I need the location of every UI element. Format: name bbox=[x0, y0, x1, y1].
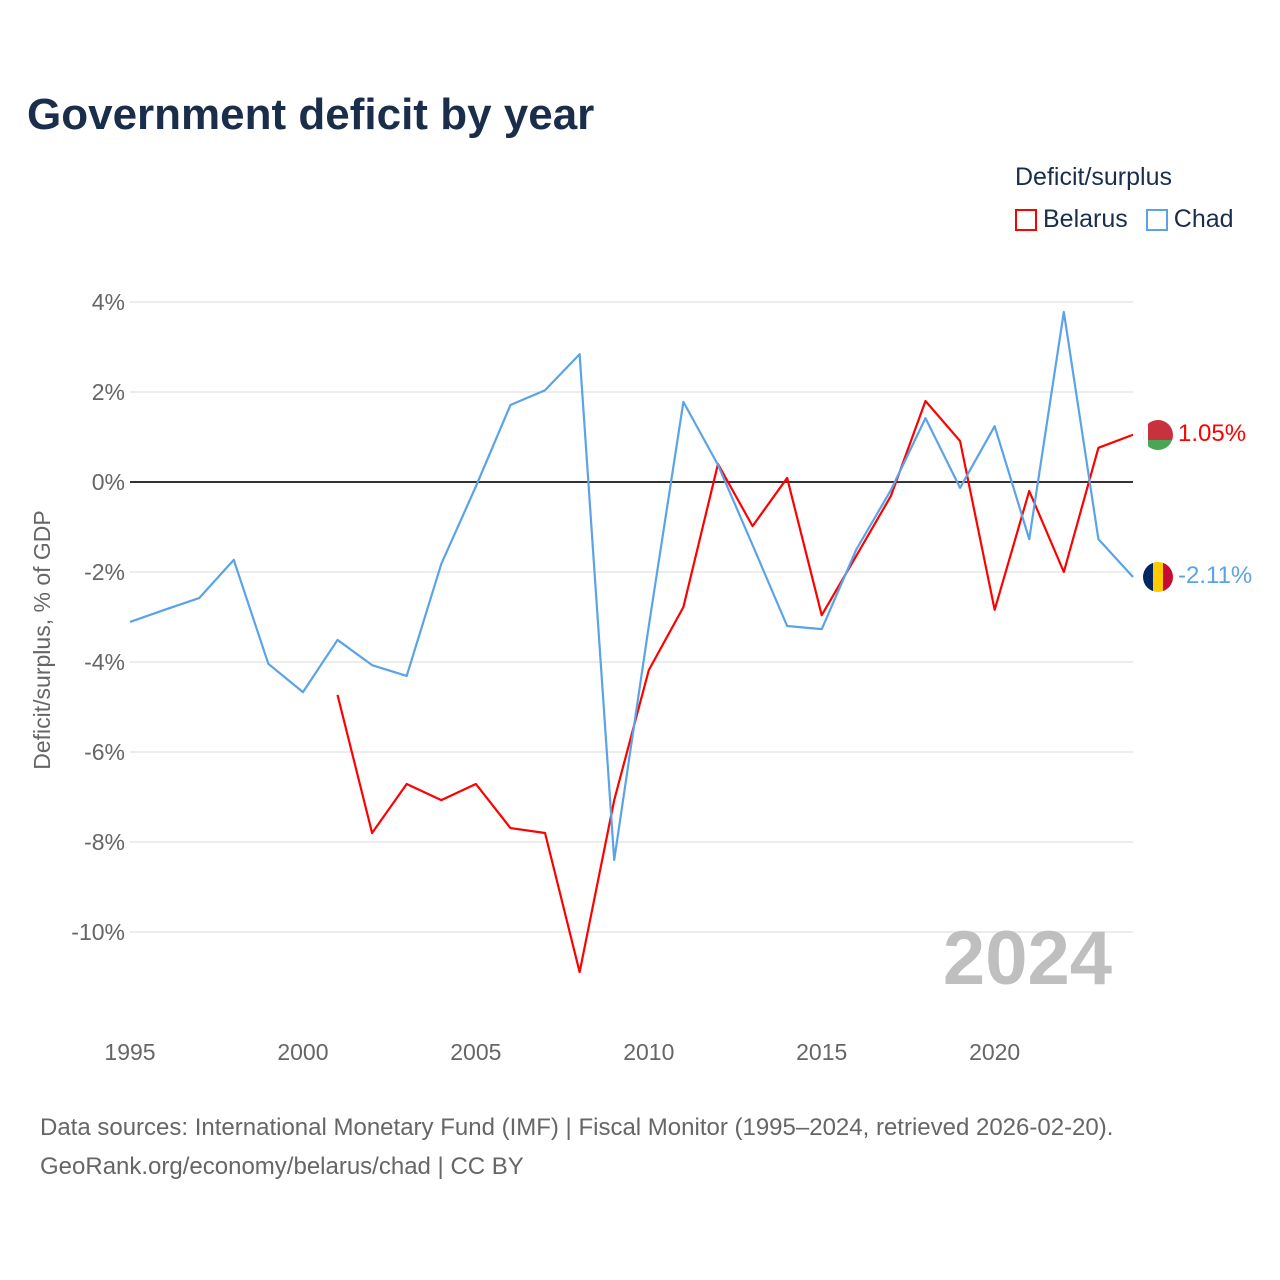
data-point-belarus[interactable] bbox=[334, 691, 342, 699]
data-point-chad[interactable] bbox=[956, 484, 964, 492]
y-axis-label: Deficit/surplus, % of GDP bbox=[29, 510, 55, 769]
data-point-belarus[interactable] bbox=[437, 796, 445, 804]
data-point-chad[interactable] bbox=[541, 386, 549, 394]
data-point-belarus[interactable] bbox=[783, 474, 791, 482]
data-point-chad[interactable] bbox=[1060, 308, 1068, 316]
data-point-chad[interactable] bbox=[126, 618, 134, 626]
data-point-belarus[interactable] bbox=[472, 780, 480, 788]
chad-end-label: -2.11% bbox=[1178, 562, 1252, 589]
series-line-chad bbox=[129, 310, 1134, 862]
legend-swatch-belarus bbox=[1015, 208, 1037, 231]
y-tick-label: 4% bbox=[92, 289, 125, 315]
data-point-belarus[interactable] bbox=[749, 522, 757, 530]
data-point-chad[interactable] bbox=[403, 672, 411, 680]
data-point-belarus[interactable] bbox=[1025, 487, 1033, 495]
attribution-link[interactable]: GeoRank.org/economy/belarus/chad | CC BY bbox=[40, 1153, 524, 1180]
chart-title: Government deficit by year bbox=[27, 90, 595, 139]
data-point-chad[interactable] bbox=[195, 594, 203, 602]
data-point-chad[interactable] bbox=[1025, 535, 1033, 543]
data-point-chad[interactable] bbox=[368, 661, 376, 669]
data-point-chad[interactable] bbox=[679, 398, 687, 406]
data-point-chad[interactable] bbox=[264, 660, 272, 668]
data-point-chad[interactable] bbox=[299, 688, 307, 696]
x-tick-label: 2005 bbox=[450, 1039, 501, 1065]
data-point-chad[interactable] bbox=[921, 414, 929, 422]
belarus-flag-icon bbox=[1143, 420, 1173, 450]
data-point-belarus[interactable] bbox=[679, 603, 687, 611]
data-point-chad[interactable] bbox=[1094, 535, 1102, 543]
data-point-belarus[interactable] bbox=[403, 780, 411, 788]
data-point-chad[interactable] bbox=[714, 461, 722, 469]
data-point-chad[interactable] bbox=[161, 606, 169, 614]
belarus-end-label: 1.05% bbox=[1178, 420, 1246, 447]
data-point-chad[interactable] bbox=[749, 541, 757, 549]
data-point-belarus[interactable] bbox=[921, 397, 929, 405]
legend-title: Deficit/surplus bbox=[1015, 163, 1172, 191]
data-point-belarus[interactable] bbox=[818, 611, 826, 619]
x-tick-label: 2010 bbox=[623, 1039, 674, 1065]
series-line-belarus bbox=[336, 399, 1134, 974]
data-point-belarus[interactable] bbox=[576, 968, 584, 976]
y-tick-label: 2% bbox=[92, 379, 125, 405]
y-tick-label: -2% bbox=[84, 559, 125, 585]
data-point-chad[interactable] bbox=[852, 546, 860, 554]
y-tick-label: -10% bbox=[71, 919, 125, 945]
data-point-belarus[interactable] bbox=[956, 437, 964, 445]
data-point-belarus[interactable] bbox=[1129, 431, 1137, 439]
data-point-chad[interactable] bbox=[437, 560, 445, 568]
x-tick-label: 2020 bbox=[969, 1039, 1020, 1065]
legend: Belarus Chad bbox=[1015, 205, 1234, 234]
footer: Data sources: International Monetary Fun… bbox=[40, 1108, 1113, 1186]
legend-item-chad[interactable]: Chad bbox=[1145, 205, 1234, 234]
data-point-chad[interactable] bbox=[610, 856, 618, 864]
data-point-belarus[interactable] bbox=[1060, 568, 1068, 576]
x-tick-label: 1995 bbox=[104, 1039, 155, 1065]
data-point-chad[interactable] bbox=[472, 483, 480, 491]
data-source-text: Data sources: International Monetary Fun… bbox=[40, 1114, 1114, 1141]
legend-label-belarus: Belarus bbox=[1043, 205, 1128, 233]
legend-label-chad: Chad bbox=[1173, 205, 1234, 233]
data-point-chad[interactable] bbox=[230, 556, 238, 564]
data-point-belarus[interactable] bbox=[506, 824, 514, 832]
y-tick-label: 0% bbox=[92, 469, 125, 495]
data-point-chad[interactable] bbox=[783, 622, 791, 630]
data-point-belarus[interactable] bbox=[541, 829, 549, 837]
y-tick-label: -8% bbox=[84, 829, 125, 855]
data-point-belarus[interactable] bbox=[645, 666, 653, 674]
year-watermark: 2024 bbox=[943, 916, 1112, 1001]
data-point-belarus[interactable] bbox=[1094, 444, 1102, 452]
chad-flag-icon bbox=[1143, 562, 1173, 592]
data-point-chad[interactable] bbox=[334, 636, 342, 644]
data-point-chad[interactable] bbox=[991, 422, 999, 430]
data-point-chad[interactable] bbox=[506, 401, 514, 409]
data-point-chad[interactable] bbox=[818, 625, 826, 633]
legend-swatch-chad bbox=[1145, 208, 1168, 231]
data-point-belarus[interactable] bbox=[368, 829, 376, 837]
x-tick-label: 2015 bbox=[796, 1039, 847, 1065]
y-tick-label: -4% bbox=[84, 649, 125, 675]
y-tick-label: -6% bbox=[84, 739, 125, 765]
data-point-belarus[interactable] bbox=[991, 606, 999, 614]
data-point-chad[interactable] bbox=[645, 622, 653, 630]
legend-item-belarus[interactable]: Belarus bbox=[1015, 205, 1128, 234]
data-point-chad[interactable] bbox=[1129, 573, 1137, 581]
data-point-chad[interactable] bbox=[576, 350, 584, 358]
data-point-chad[interactable] bbox=[887, 486, 895, 494]
x-tick-label: 2000 bbox=[277, 1039, 328, 1065]
